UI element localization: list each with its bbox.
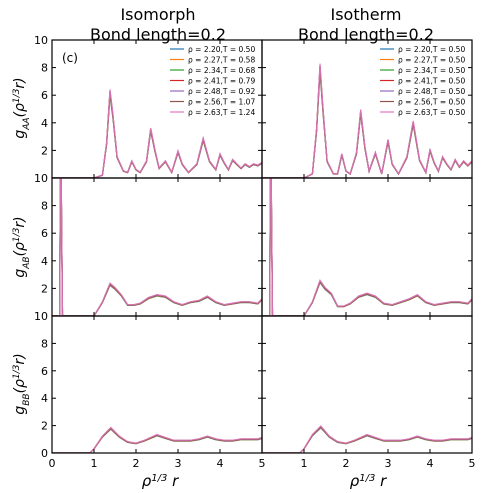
xtick-label: 3 [385,457,392,470]
legend-entry: ρ = 2.20,T = 0.50 [188,45,255,54]
ytick-label: 6 [41,227,48,240]
legend-entry: ρ = 2.27,T = 0.50 [398,56,465,65]
col-title-isotherm-line2: Bond length=0.2 [298,25,434,44]
legend-isotherm: ρ = 2.20,T = 0.50ρ = 2.27,T = 0.50ρ = 2.… [380,45,465,117]
panel-bb-isotherm-curves [262,425,472,453]
panel-ab-isotherm-series-3 [262,179,472,316]
panel-ab-isomorph-curves [52,178,262,316]
svg-text:gBB(ρ1/3r): gBB(ρ1/3r) [12,353,32,414]
legend-entry: ρ = 2.48,T = 0.50 [398,87,465,96]
panel-bb-isomorph-frame [51,315,263,454]
xtick-label: 5 [259,457,266,470]
xtick-label: 0 [49,457,56,470]
ytick-label: 4 [41,255,48,268]
panel-aa-isomorph-curves [52,89,262,178]
xtick-label: 2 [133,457,140,470]
panel-label: (c) [62,51,78,65]
legend-entry: ρ = 2.48,T = 0.92 [188,87,255,96]
legend-entry: ρ = 2.63,T = 1.24 [188,108,255,117]
ytick-label: 0 [41,447,48,460]
ytick-label: 2 [41,282,48,295]
ytick-label: 8 [41,200,48,213]
legend-entry: ρ = 2.63,T = 0.50 [398,108,465,117]
legend-entry: ρ = 2.56,T = 1.07 [188,98,255,107]
svg-text:gAB(ρ1/3r): gAB(ρ1/3r) [12,216,32,277]
ylabel-gAB: gAB(ρ1/3r) [12,216,32,277]
xtick-label: 4 [427,457,434,470]
panel-ab-isotherm-series-2 [262,180,472,316]
panel-ab-isotherm-series-7 [262,178,472,316]
xtick-label: 3 [175,457,182,470]
xlabel-left: ρ1/3 r [142,472,179,490]
panel-bb-isotherm-series-7 [262,425,472,453]
legend-entry: ρ = 2.34,T = 0.50 [398,66,465,75]
svg-text:ρ1/3 r: ρ1/3 r [142,472,179,490]
ytick-label: 8 [41,337,48,350]
panel-ab-isomorph-series-7 [52,178,262,316]
xtick-label: 1 [91,457,98,470]
ylabel-gBB: gBB(ρ1/3r) [12,353,32,414]
panel-aa-isotherm-series-7 [262,63,472,178]
panel-aa-isomorph-series-7 [52,89,262,178]
plot-grid: 2 4 6 8 10 2 4 6 8 10 0 2 4 6 8 10 0 1 2 3 4 5 1 2 3 4 5 [34,34,476,470]
ytick-label: 10 [34,34,48,47]
legend-entry: ρ = 2.27,T = 0.58 [188,56,255,65]
col-title-isotherm-line1: Isotherm [331,5,402,24]
panel-aa-isotherm-curves [262,63,472,178]
legend-entry: ρ = 2.41,T = 0.79 [188,77,255,86]
panel-ab-isotherm-curves [262,178,472,316]
ylabel-gAA: gAA(ρ1/3r) [12,77,32,138]
xtick-label: 4 [217,457,224,470]
xlabel-right: ρ1/3 r [350,472,387,490]
ytick-label: 4 [41,392,48,405]
legend-isomorph: ρ = 2.20,T = 0.50ρ = 2.27,T = 0.58ρ = 2.… [170,45,255,117]
svg-text:gAA(ρ1/3r): gAA(ρ1/3r) [12,77,32,138]
xtick-label: 5 [469,457,476,470]
ytick-label: 10 [34,310,48,323]
ytick-label: 6 [41,89,48,102]
panel-bb-isomorph-curves [52,426,262,453]
ytick-label: 2 [41,420,48,433]
panel-ab-isotherm-series-1 [262,182,472,316]
legends: ρ = 2.20,T = 0.50ρ = 2.27,T = 0.58ρ = 2.… [170,45,465,117]
ytick-label: 8 [41,62,48,75]
legend-entry: ρ = 2.34,T = 0.68 [188,66,255,75]
col-title-isomorph-line2: Bond length=0.2 [90,25,226,44]
panel-bb-isomorph-series-7 [52,426,262,453]
col-title-isomorph-line1: Isomorph [120,5,195,24]
ytick-label: 6 [41,365,48,378]
legend-entry: ρ = 2.56,T = 0.50 [398,98,465,107]
xtick-label: 2 [343,457,350,470]
ytick-label: 10 [34,172,48,185]
panel-bb-isotherm-frame [261,315,473,454]
legend-entry: ρ = 2.41,T = 0.50 [398,77,465,86]
ytick-label: 4 [41,117,48,130]
ytick-label: 2 [41,144,48,157]
svg-text:ρ1/3 r: ρ1/3 r [350,472,387,490]
xtick-label: 1 [301,457,308,470]
legend-entry: ρ = 2.20,T = 0.50 [398,45,465,54]
